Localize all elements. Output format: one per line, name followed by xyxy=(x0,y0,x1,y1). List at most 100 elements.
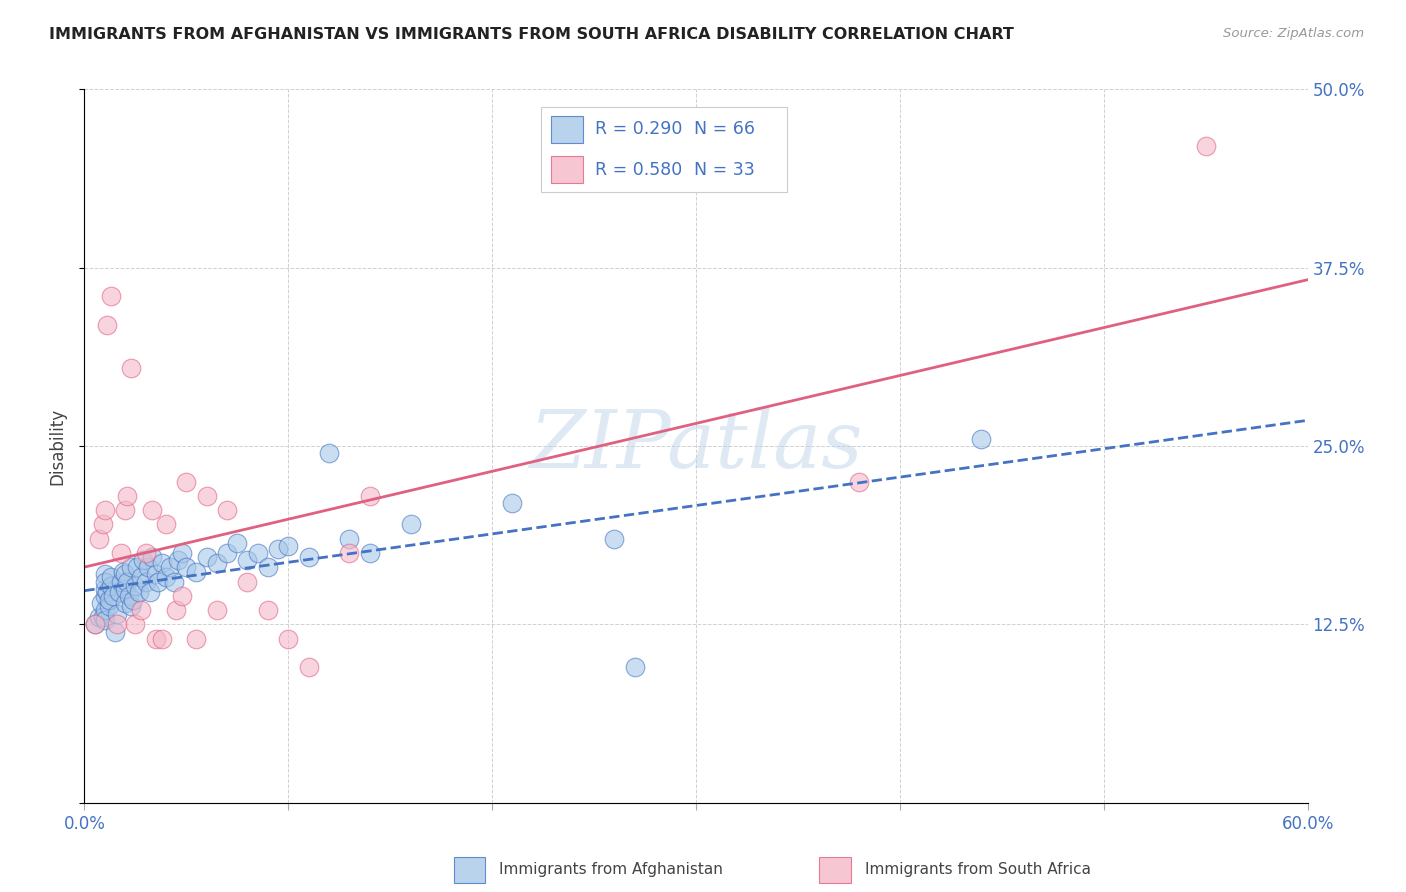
Text: Source: ZipAtlas.com: Source: ZipAtlas.com xyxy=(1223,27,1364,40)
Point xyxy=(257,560,280,574)
Point xyxy=(115,489,138,503)
Point xyxy=(277,539,299,553)
Point xyxy=(246,546,269,560)
Point xyxy=(205,556,228,570)
Point xyxy=(172,589,194,603)
Point xyxy=(114,582,136,596)
Point xyxy=(277,632,299,646)
Point xyxy=(359,489,381,503)
Text: R = 0.580: R = 0.580 xyxy=(596,161,683,178)
Point xyxy=(318,446,340,460)
Point xyxy=(141,503,163,517)
Text: N = 66: N = 66 xyxy=(695,120,755,138)
FancyBboxPatch shape xyxy=(454,857,485,882)
Point xyxy=(124,579,146,593)
Point xyxy=(104,624,127,639)
FancyBboxPatch shape xyxy=(551,116,583,143)
Point xyxy=(112,565,135,579)
Point xyxy=(93,503,117,517)
Point xyxy=(339,546,361,560)
Point xyxy=(145,632,167,646)
Point xyxy=(114,503,136,517)
Point xyxy=(122,593,145,607)
Point xyxy=(93,567,117,582)
Point xyxy=(298,550,321,565)
Text: Immigrants from Afghanistan: Immigrants from Afghanistan xyxy=(499,863,723,877)
Point xyxy=(163,574,186,589)
Point xyxy=(93,589,117,603)
Point xyxy=(105,607,128,622)
Point xyxy=(105,617,128,632)
Point xyxy=(155,570,177,584)
Point xyxy=(135,574,157,589)
Point xyxy=(114,567,136,582)
Point xyxy=(127,560,149,574)
Text: N = 33: N = 33 xyxy=(695,161,755,178)
Point xyxy=(93,582,117,596)
Point xyxy=(150,556,173,570)
Point xyxy=(131,570,153,584)
Point xyxy=(848,475,870,489)
Point xyxy=(97,593,120,607)
Point xyxy=(114,596,136,610)
Point xyxy=(267,541,290,556)
Point xyxy=(298,660,321,674)
Point xyxy=(399,517,422,532)
Point xyxy=(87,610,110,624)
Point xyxy=(100,570,122,584)
Point xyxy=(257,603,280,617)
Point xyxy=(195,550,218,565)
Point xyxy=(217,546,239,560)
Point xyxy=(339,532,361,546)
FancyBboxPatch shape xyxy=(551,156,583,183)
Point xyxy=(176,475,198,489)
Point xyxy=(226,536,249,550)
Point xyxy=(91,517,114,532)
Point xyxy=(100,579,122,593)
Point xyxy=(120,560,142,574)
Point xyxy=(93,603,117,617)
Point xyxy=(1195,139,1218,153)
Point xyxy=(359,546,381,560)
Point xyxy=(83,617,105,632)
Point xyxy=(132,553,155,567)
Text: IMMIGRANTS FROM AFGHANISTAN VS IMMIGRANTS FROM SOUTH AFRICA DISABILITY CORRELATI: IMMIGRANTS FROM AFGHANISTAN VS IMMIGRANT… xyxy=(49,27,1014,42)
Point xyxy=(83,617,105,632)
Point xyxy=(624,660,647,674)
Point xyxy=(93,574,117,589)
Point xyxy=(101,589,124,603)
Point xyxy=(87,532,110,546)
FancyBboxPatch shape xyxy=(820,857,851,882)
Text: Immigrants from South Africa: Immigrants from South Africa xyxy=(865,863,1091,877)
Point xyxy=(159,560,181,574)
Point xyxy=(108,584,131,599)
Point xyxy=(176,560,198,574)
Point xyxy=(603,532,626,546)
Point xyxy=(195,489,218,503)
Point xyxy=(186,565,208,579)
Point xyxy=(97,599,120,613)
Point xyxy=(131,603,153,617)
Point xyxy=(970,432,993,446)
Point xyxy=(138,584,160,599)
Point xyxy=(96,318,118,332)
Point xyxy=(502,496,524,510)
Point xyxy=(141,550,163,565)
Point xyxy=(236,553,259,567)
Point xyxy=(124,617,146,632)
Point xyxy=(136,560,159,574)
Y-axis label: Disability: Disability xyxy=(48,408,66,484)
Point xyxy=(205,603,228,617)
Point xyxy=(186,632,208,646)
Point xyxy=(146,574,169,589)
Point xyxy=(150,632,173,646)
Point xyxy=(115,574,138,589)
Text: ZIPatlas: ZIPatlas xyxy=(529,408,863,484)
Point xyxy=(145,567,167,582)
Point xyxy=(91,610,114,624)
Point xyxy=(165,603,187,617)
Point xyxy=(96,584,118,599)
Point xyxy=(135,546,157,560)
Point xyxy=(93,613,117,627)
Point xyxy=(128,584,150,599)
